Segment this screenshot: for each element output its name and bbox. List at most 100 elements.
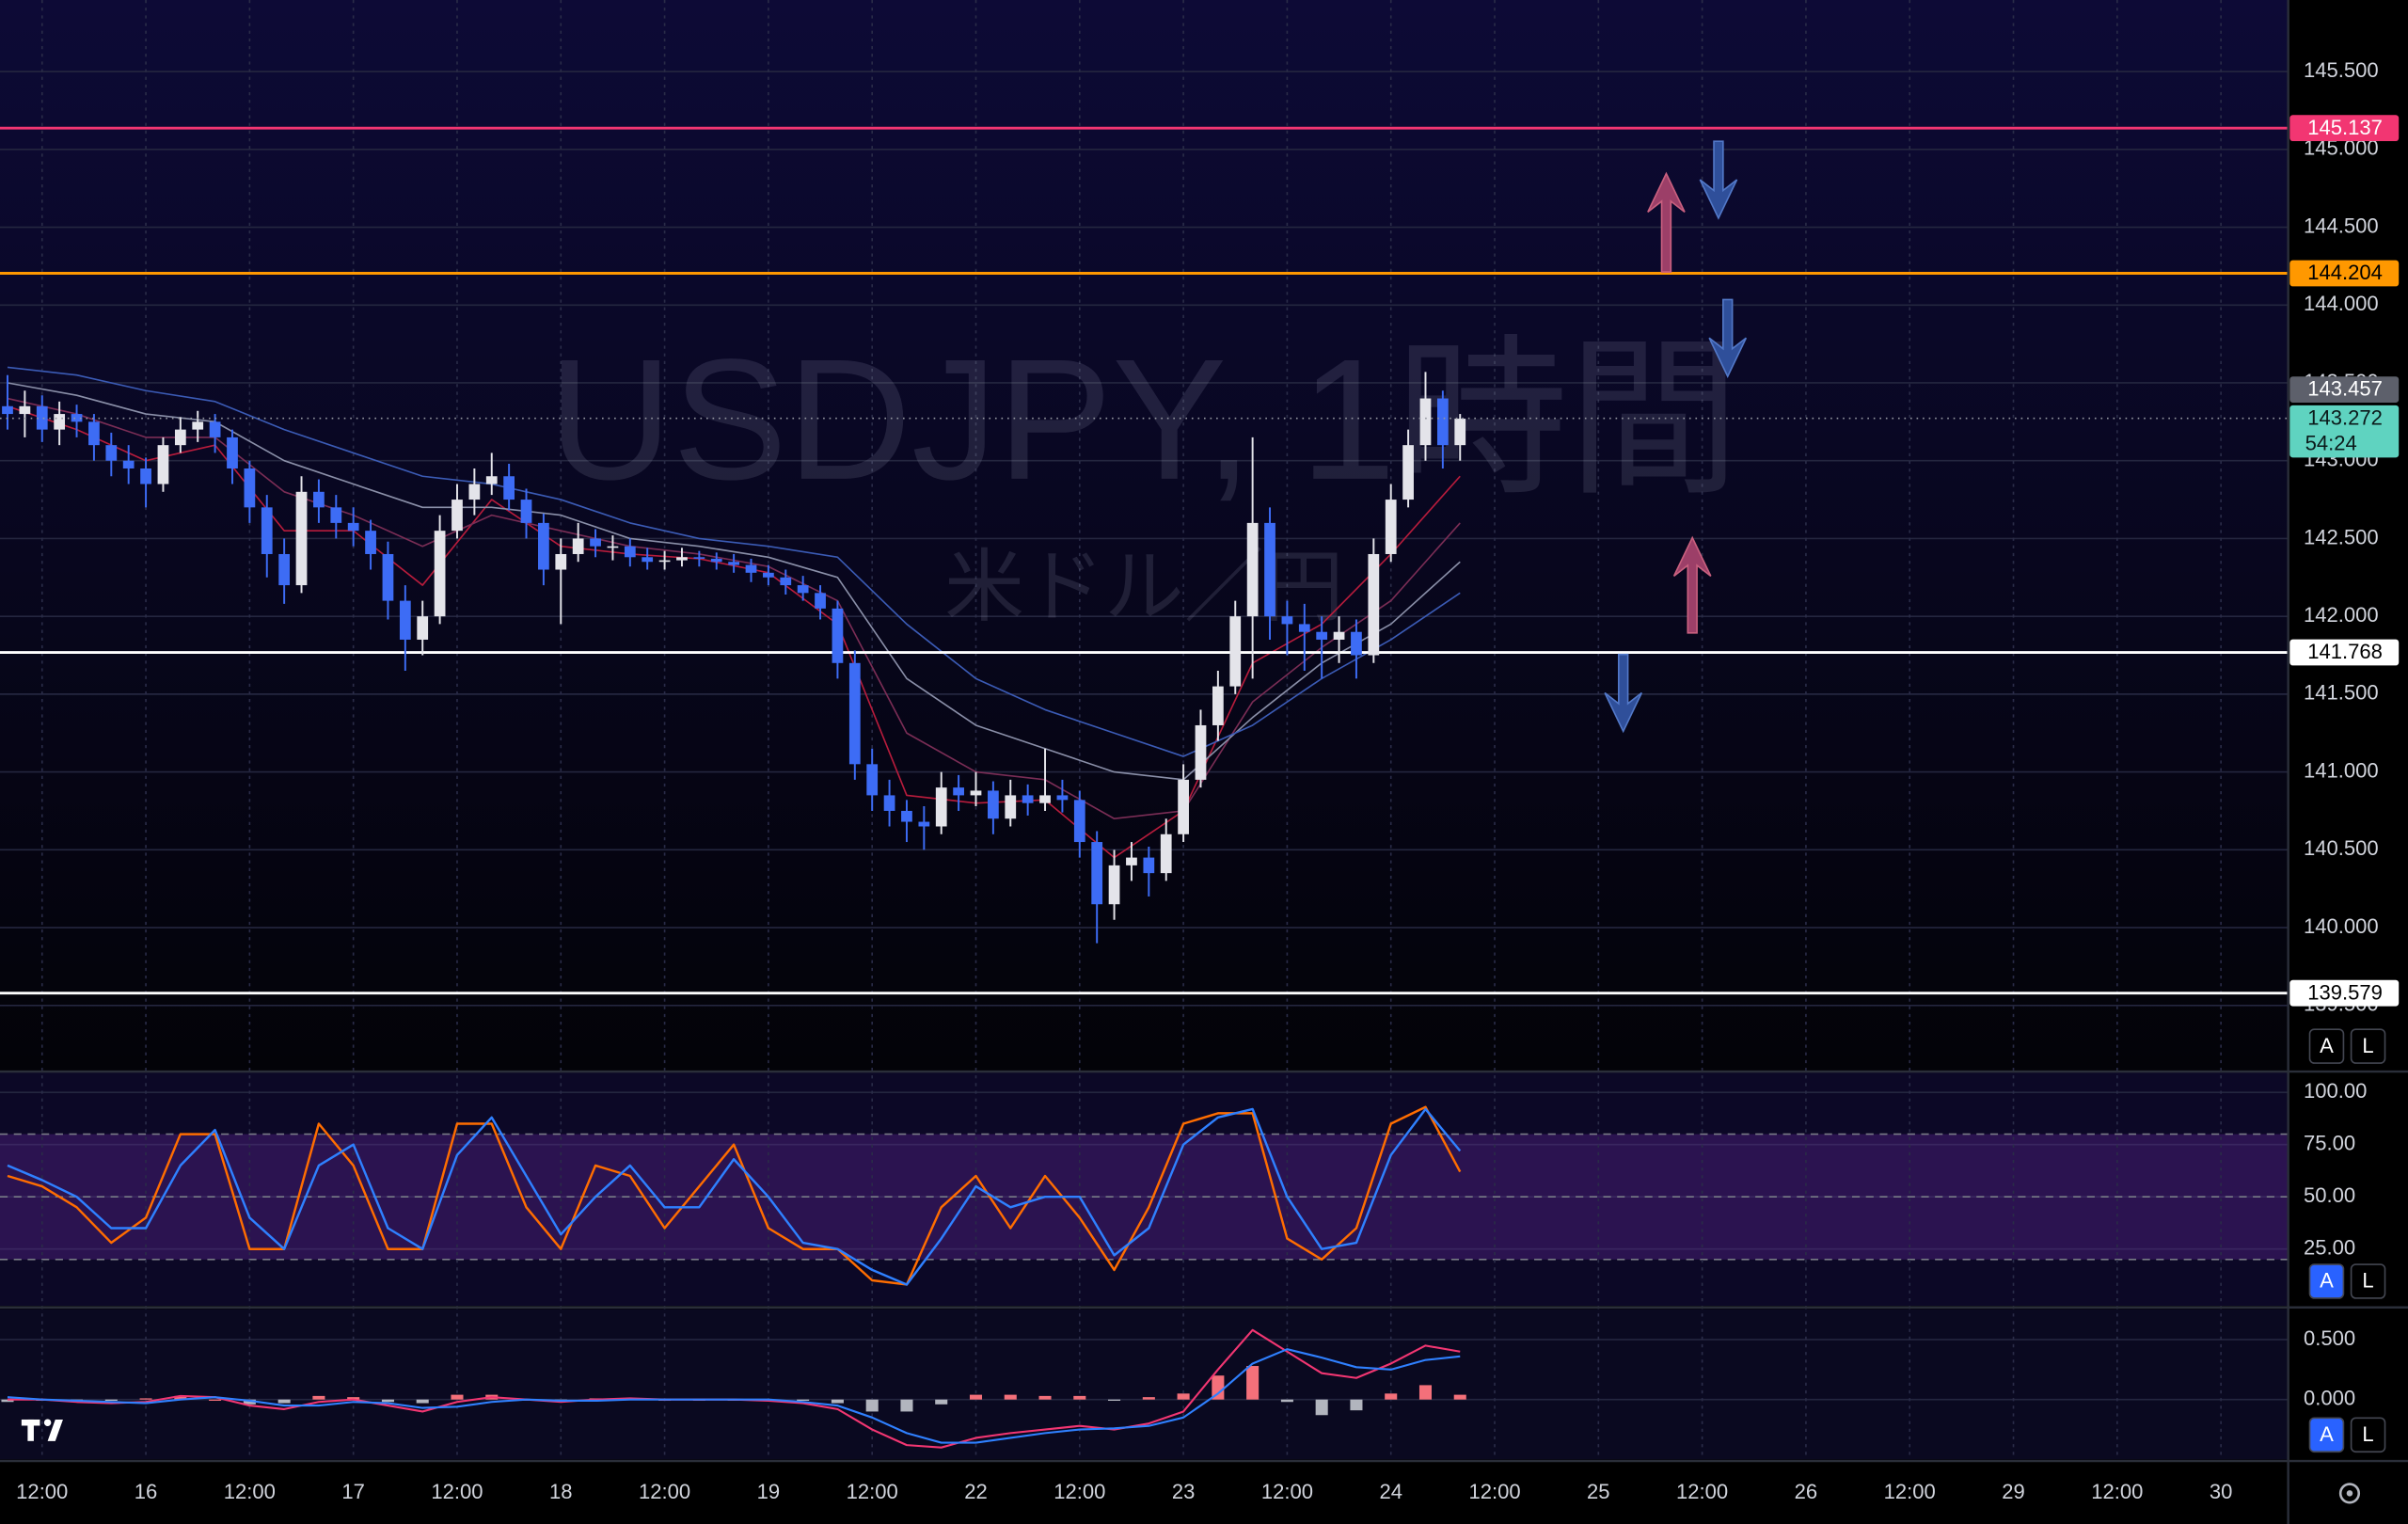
candle-body (538, 522, 549, 570)
y-tick-label: 0.500 (2304, 1326, 2355, 1350)
ribbon-line (7, 366, 1461, 757)
auto-button-bg[interactable] (2308, 1417, 2345, 1453)
candle-body (36, 405, 48, 430)
candle-body (209, 421, 221, 437)
histogram-bar (1073, 1395, 1086, 1400)
candle-body (848, 662, 861, 765)
candle-body (1246, 522, 1259, 617)
candle-body (745, 564, 757, 573)
high-label: 143.457 (2307, 377, 2383, 401)
level-label-bg (2289, 115, 2400, 142)
log-button-bg[interactable] (2350, 1263, 2386, 1299)
histogram-bar (1177, 1393, 1190, 1400)
x-tick-label: 23 (1172, 1480, 1196, 1503)
stoch-pane-bg (0, 1072, 2289, 1307)
candle-body (970, 790, 982, 796)
y-tick-label: 145.500 (2304, 58, 2379, 82)
candle-body (1351, 631, 1362, 656)
candle-body (157, 445, 169, 484)
y-tick-label: 141.000 (2304, 758, 2379, 782)
candle-body (1454, 419, 1466, 446)
settings-icon-dot[interactable] (2346, 1490, 2353, 1497)
countdown-label: 54:24 (2305, 431, 2357, 454)
auto-button-bg[interactable] (2308, 1263, 2345, 1299)
candle-body (520, 500, 532, 523)
histogram-bar (312, 1395, 325, 1400)
x-tick-label: 12:00 (1468, 1480, 1520, 1503)
candle-body (140, 468, 151, 484)
candle-body (797, 585, 809, 594)
candle-body (1281, 616, 1293, 625)
level-label-bg (2289, 260, 2400, 287)
candle-body (295, 491, 308, 586)
candle-body (1436, 398, 1449, 446)
candle-body (1073, 800, 1085, 843)
candle-body (1039, 795, 1051, 803)
histogram-bar (865, 1399, 879, 1412)
histogram-bar (900, 1399, 913, 1412)
x-tick-label: 12:00 (1884, 1480, 1936, 1503)
histogram-bar (1315, 1399, 1328, 1416)
histogram-bar (451, 1394, 464, 1400)
auto-button[interactable]: A (2320, 1269, 2334, 1293)
candle-body (1108, 865, 1120, 905)
y-tick-label: 146.000 (2304, 0, 2379, 4)
candle-body (1264, 522, 1275, 617)
candle-body (192, 421, 204, 430)
down-arrow (1604, 653, 1643, 734)
histogram-bar (1280, 1399, 1293, 1403)
settings-icon[interactable] (2338, 1483, 2361, 1504)
macd-pane-bg (0, 1309, 2289, 1460)
high-label-bg (2289, 376, 2400, 403)
auto-button[interactable]: A (2320, 1034, 2334, 1057)
candle-body (399, 600, 411, 640)
histogram-bar (1246, 1366, 1259, 1400)
histogram-bar (174, 1395, 187, 1400)
x-tick-label: 12:00 (224, 1480, 276, 1503)
candle-body (1229, 616, 1242, 687)
log-button-bg[interactable] (2350, 1028, 2386, 1064)
candle-body (642, 557, 654, 563)
histogram-bar (969, 1394, 983, 1400)
auto-button-bg[interactable] (2308, 1028, 2345, 1064)
candle-body (1178, 779, 1189, 834)
candle-body (174, 429, 186, 446)
histogram-bar (139, 1398, 152, 1400)
x-tick-label: 24 (1379, 1480, 1402, 1503)
candle-body (1368, 553, 1380, 656)
candle-body (935, 787, 947, 827)
log-button[interactable]: L (2362, 1034, 2373, 1057)
auto-button[interactable]: A (2320, 1422, 2334, 1446)
y-tick-label: 144.000 (2304, 292, 2379, 315)
y-tick-label: 144.500 (2304, 214, 2379, 237)
candle-body (590, 538, 601, 547)
last-price-bg (2289, 405, 2400, 458)
candle-body (953, 787, 964, 796)
candle-body (815, 593, 826, 609)
candle-body (693, 557, 705, 559)
x-tick-label: 30 (2210, 1480, 2233, 1503)
candle-body (1333, 631, 1345, 640)
x-tick-label: 17 (341, 1480, 365, 1503)
log-button[interactable]: L (2362, 1269, 2373, 1293)
plot (0, 126, 2289, 1449)
watermark-subtitle: 米ドル／円 (944, 542, 1343, 631)
candle-body (728, 562, 739, 565)
histogram-bar (831, 1399, 844, 1404)
candle-body (227, 437, 238, 468)
histogram-bar (1, 1399, 14, 1403)
ribbon-line (7, 382, 1461, 781)
candle-body (54, 414, 66, 430)
y-tick-label: 25.00 (2304, 1236, 2355, 1260)
log-button-bg[interactable] (2350, 1417, 2386, 1453)
log-button[interactable]: L (2362, 1422, 2373, 1446)
candle-body (918, 821, 930, 827)
logo (21, 1419, 63, 1441)
candle-body (624, 546, 636, 558)
candle-body (988, 790, 999, 819)
x-tick-label: 12:00 (847, 1480, 898, 1503)
histogram-bar (277, 1399, 291, 1404)
candle-body (1056, 795, 1069, 801)
candle-body (2, 405, 13, 415)
